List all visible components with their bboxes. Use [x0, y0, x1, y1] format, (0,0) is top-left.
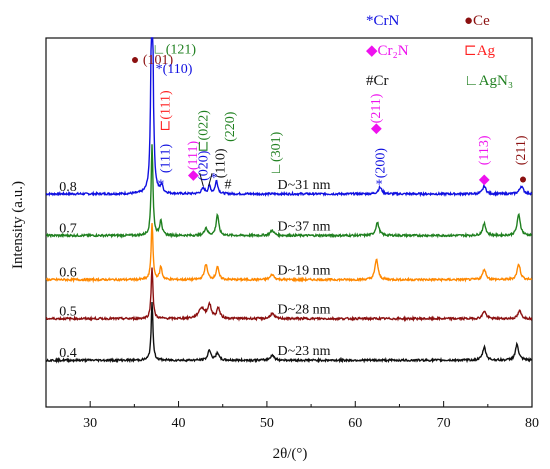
plot-frame: [45, 37, 533, 408]
peak-annotation: ⊏(022): [197, 110, 212, 153]
annotation-group: ∟(121)● (101)*(110)*(111)⊏(111)◆(111)⊏(0…: [131, 43, 529, 193]
series-label: 0.5: [59, 305, 77, 320]
x-tick-label: 30: [83, 416, 97, 431]
annotation-arrow: [199, 172, 204, 187]
size-note: D~19 nm: [277, 264, 330, 279]
peak-annotation: (111): [159, 143, 174, 173]
series-line-0.7: [46, 144, 533, 239]
x-axis-label: 2θ/(°): [273, 446, 308, 462]
series-label: 0.7: [59, 221, 77, 236]
peak-annotation: *: [210, 171, 217, 186]
series-label: 0.8: [59, 180, 77, 195]
legend-entry: #Cr: [366, 73, 389, 89]
legend-entry: ∟AgN₃: [464, 73, 513, 89]
peak-annotation: (200): [373, 148, 388, 179]
series-label: 0.6: [59, 266, 77, 281]
peak-annotation: *: [157, 178, 164, 193]
peak-annotation: ∟(301): [269, 131, 284, 175]
x-tick-label: 50: [260, 416, 274, 431]
axes: 30 40 50 60 70 80: [45, 37, 539, 431]
peak-annotation: #: [225, 178, 232, 193]
series-group: 0.8 D~31 nm 0.7 D~37 nm 0.6 D~19 nm 0.5 D~28 nm…: [45, 37, 533, 364]
peak-annotation: ⊏(111): [159, 90, 174, 131]
series-line-0.5: [45, 267, 533, 323]
peak-annotation: (110): [214, 148, 229, 178]
legend-entry: *CrN: [366, 13, 400, 29]
legend-entry: ◆Cr₂N: [366, 43, 409, 59]
annotation-arrow: [208, 172, 213, 187]
peak-annotation: (211): [514, 135, 529, 165]
size-note: D~37 nm: [277, 219, 330, 234]
peak-annotation: (113): [477, 135, 492, 165]
peak-annotation: ∟(121): [152, 43, 196, 58]
legend-entry: ⊏Ag: [464, 43, 496, 59]
peak-annotation: *(110): [156, 62, 193, 77]
peak-annotation: ●: [519, 173, 527, 188]
x-tick-label: 70: [437, 416, 451, 431]
series-line-0.4: [45, 301, 533, 364]
legend: *CrN ●Ce ◆Cr₂N ⊏Ag #Cr ∟AgN₃: [366, 13, 513, 89]
peak-annotation: ◆(111): [186, 141, 201, 181]
y-axis-label: Intensity (a.u.): [10, 181, 26, 269]
peak-annotation: ● (101): [131, 53, 174, 68]
peak-annotation: *: [376, 178, 383, 193]
peak-annotation: ◆: [479, 173, 490, 188]
series-line-0.8: [45, 37, 533, 198]
series-label: 0.4: [59, 346, 77, 361]
peak-annotation: ◆(211): [369, 93, 384, 134]
legend-entry: ●Ce: [464, 13, 490, 29]
size-note: D~23 nm: [277, 344, 330, 359]
series-line-0.6: [45, 223, 533, 284]
x-tick-label: 80: [525, 416, 539, 431]
x-tick-label: 40: [172, 416, 186, 431]
peak-annotation: (220): [223, 111, 238, 142]
size-note: D~28 nm: [277, 303, 330, 318]
peak-annotation: (020): [197, 150, 212, 181]
x-tick-label: 60: [348, 416, 362, 431]
size-note: D~31 nm: [277, 178, 330, 193]
